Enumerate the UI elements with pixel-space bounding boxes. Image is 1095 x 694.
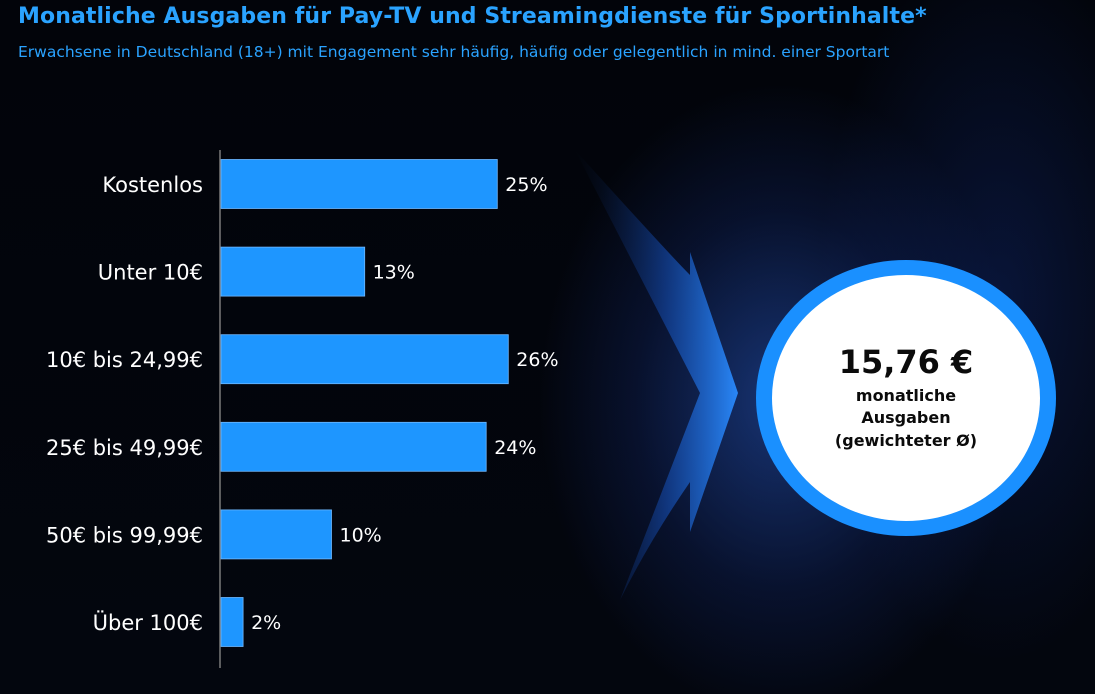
- bar: [220, 334, 509, 385]
- average-callout: 15,76 € monatliche Ausgaben (gewichteter…: [756, 260, 1056, 536]
- average-label-line-2: Ausgaben: [861, 408, 951, 428]
- value-label: 25%: [505, 174, 547, 196]
- category-label: Kostenlos: [102, 173, 203, 197]
- category-label: 25€ bis 49,99€: [46, 436, 203, 460]
- category-label: 10€ bis 24,99€: [46, 348, 203, 372]
- average-callout-inner: 15,76 € monatliche Ausgaben (gewichteter…: [772, 275, 1040, 521]
- bar-chart: Kostenlos 25% Unter 10€ 13% 10€ bis 24,99€ 26…: [46, 150, 738, 668]
- value-label: 26%: [516, 349, 558, 371]
- bar: [220, 509, 332, 560]
- category-label: 50€ bis 99,99€: [46, 523, 203, 547]
- chart-subtitle: Erwachsene in Deutschland (18+) mit Enga…: [18, 43, 890, 61]
- bar: [220, 159, 498, 209]
- value-label: 10%: [340, 524, 382, 546]
- bar: [220, 421, 487, 472]
- category-label: Unter 10€: [98, 261, 203, 285]
- chart-title: Monatliche Ausgaben für Pay-TV und Strea…: [18, 4, 927, 29]
- value-label: 24%: [494, 437, 536, 459]
- value-label: 2%: [251, 612, 281, 634]
- average-label-line-3: (gewichteter Ø): [834, 430, 978, 450]
- category-label: Über 100€: [93, 610, 203, 635]
- value-label: 13%: [373, 262, 415, 284]
- bar: [220, 246, 366, 297]
- average-value: 15,76 €: [838, 343, 974, 382]
- arrow-shape: [575, 150, 738, 600]
- bar: [220, 597, 244, 647]
- average-label-line-1: monatliche: [855, 385, 957, 405]
